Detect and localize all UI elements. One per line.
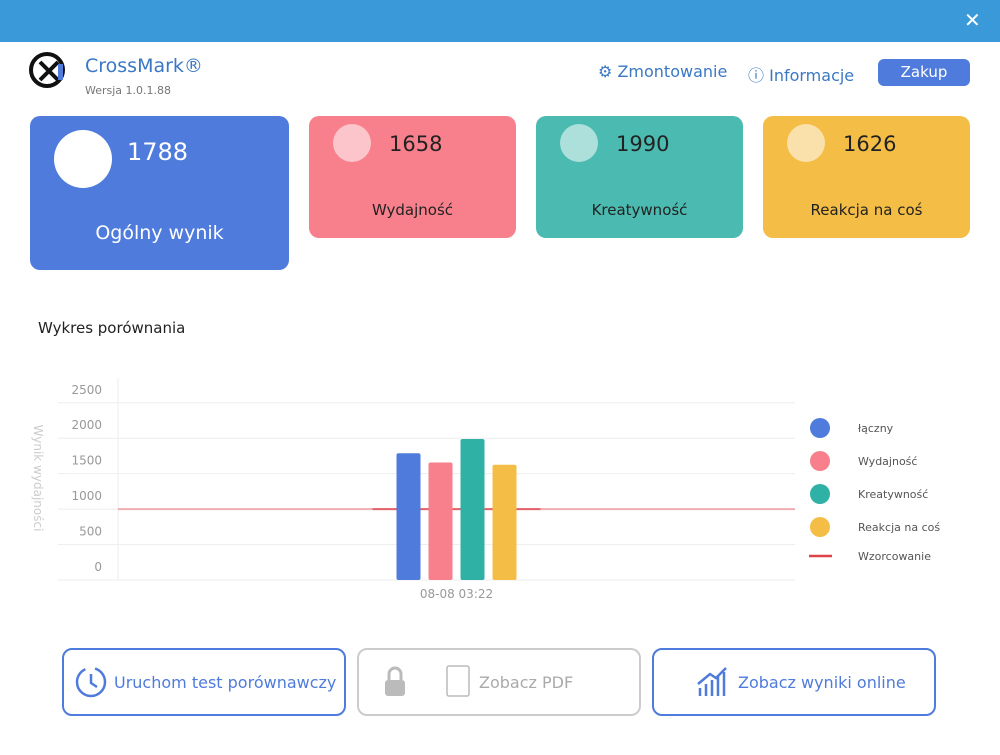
icon [385,665,470,697]
bar [460,438,485,580]
nav-text: Informacje [769,66,855,85]
card: 1788 Ogólny wynik [30,116,289,270]
card-label: Reakcja na coś [810,201,923,219]
app-name: CrossMark® [85,55,203,77]
card: 1990 Kreatywność [536,116,743,238]
chart-title: Wykres porównania [38,319,186,337]
card-value: 1626 [843,132,897,156]
card: 1658 Wydajność [309,116,516,238]
legend-label: Reakcja na coś [858,521,940,534]
legend-label: Kreatywność [858,488,928,501]
card-value: 1788 [127,138,189,166]
icon [697,667,727,696]
version: Wersja 1.0.1.88 [85,84,172,97]
button-text: Uruchom test porównawczy [114,672,337,692]
button-text: Zobacz PDF [479,672,574,692]
bar [492,464,517,580]
nav-link[interactable]: ⓘ Informacje [748,66,855,85]
y-tick-label: 1500 [71,454,102,468]
y-tick-label: 500 [79,525,102,539]
online-results-button[interactable]: Zobacz wyniki online [652,648,936,716]
chart: 0 500 1000 1500 2000 2500 Wynik wydajności 08-0… [31,378,940,601]
close-button[interactable]: ✕ [964,8,981,32]
pdf-button[interactable]: Zobacz PDF [357,648,641,716]
legend-label: Wydajność [858,455,917,468]
card-icon [54,130,112,188]
card-icon [333,124,371,162]
card-value: 1990 [616,132,670,156]
card-label: Ogólny wynik [95,222,224,244]
card-label: Wydajność [371,201,454,219]
legend-label: Wzorcowanie [858,550,931,563]
run-benchmark-button[interactable]: Uruchom test porównawczy [62,648,346,716]
x-tick-label: 08-08 03:22 [420,587,493,601]
legend-swatch [810,484,830,504]
y-tick-label: 2000 [71,418,102,432]
bar [428,462,453,580]
legend-swatch [810,517,830,537]
nav-text: Zmontowanie [617,62,728,81]
button-text: Zobacz wyniki online [738,672,906,692]
card-label: Kreatywność [591,201,688,219]
card: 1626 Reakcja na coś [763,116,970,238]
y-tick-label: 1000 [71,489,102,503]
legend-swatch [810,451,830,471]
y-tick-label: 2500 [71,383,102,397]
y-tick-label: 0 [94,560,102,574]
bar [396,453,421,580]
buy-button[interactable]: Zakup [878,59,970,86]
nav-link[interactable]: ⚙ Zmontowanie [598,62,728,81]
legend-label: łączny [858,422,894,435]
y-axis-label: Wynik wydajności [31,425,45,532]
card-icon [787,124,825,162]
card-icon [560,124,598,162]
legend-swatch [810,418,830,438]
title-bar [0,0,1000,42]
card-value: 1658 [389,132,443,156]
icon [75,666,107,698]
logo [29,52,65,88]
